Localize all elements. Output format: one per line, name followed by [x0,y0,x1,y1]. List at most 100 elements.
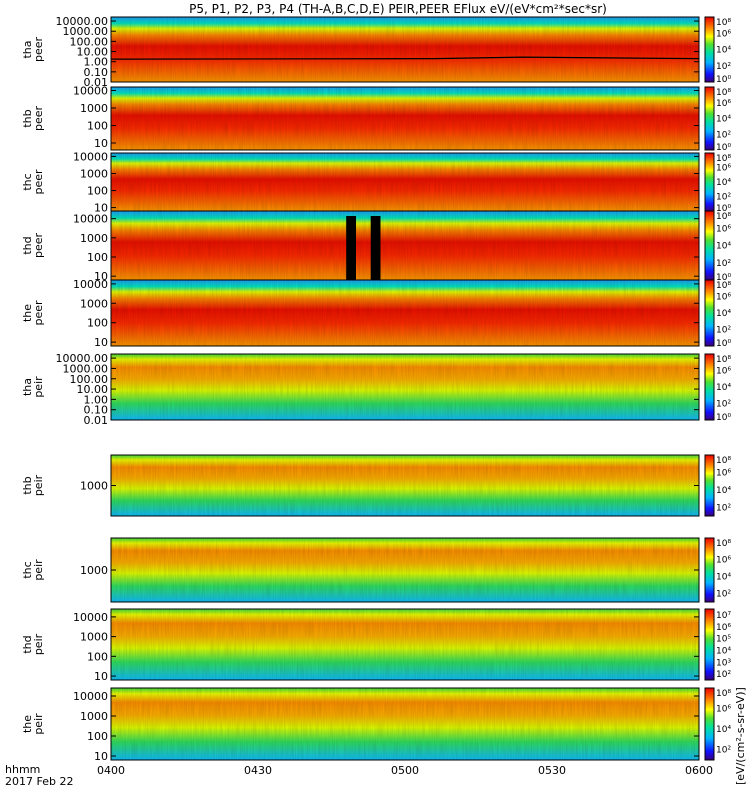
spectrogram-texture [111,280,699,346]
colorbar-tick-label: 10⁶ [716,224,731,234]
panel-species-label: peer [32,106,45,132]
y-tick-label: 1000.00 [63,362,109,375]
panel-species-label: peir [32,376,45,398]
y-tick-label: 1.00 [84,393,109,406]
colorbar-tick-label: 10⁶ [716,99,731,109]
colorbar [704,86,715,151]
y-tick-label: 10000.00 [56,15,109,28]
panel-species-label: peir [32,633,45,655]
colorbar-tick-label: 10⁸ [716,539,731,549]
colorbar-tick-label: 10⁸ [716,689,731,699]
colorbar-tick-label: 10⁶ [716,367,731,377]
colorbar-tick-label: 10⁶ [716,29,731,39]
panel-frame [110,86,700,151]
panel-species-label: peer [32,233,45,259]
colorbar-tick-label: 10⁸ [716,154,731,164]
colorbar-tick-label: 10⁰ [716,143,731,153]
colorbar-tick-label: 10⁵ [716,635,731,645]
colorbar-tick-label: 10⁴ [716,178,731,188]
panel-probe-label: thd [21,635,34,653]
colorbar-tick-label: 10⁰ [716,339,731,349]
panel-probe-label: the [21,715,34,733]
y-tick-label: 10 [94,137,108,150]
panels: 10000.001000.00100.0010.001.000.100.01th… [21,15,731,763]
colorbar-tick-label: 10⁰ [716,273,731,283]
colorbar [704,210,715,281]
y-tick-label: 1000 [80,102,108,115]
colorbar-tick-label: 10⁸ [716,88,731,98]
panel-frame [110,16,700,83]
colorbar-tick-label: 10⁰ [716,75,731,85]
colorbar-tick-label: 10⁶ [716,555,731,565]
y-tick-label: 10000 [73,278,108,291]
colorbar-tick-label: 10² [716,670,731,680]
y-tick-label: 100 [87,730,108,743]
colorbar [704,16,715,83]
x-tick-label: 0400 [97,764,125,777]
spectrogram-texture [111,153,699,211]
panel-species-label: peir [32,474,45,496]
colorbar-tick-label: 10⁸ [716,18,731,28]
y-tick-label: 1000 [80,631,108,644]
colorbar-tick-label: 10⁴ [716,486,731,496]
panel-species-label: peir [32,559,45,581]
colorbar [704,152,715,212]
y-tick-label: 100 [87,317,108,330]
data-gap [370,216,381,280]
potential-line [110,56,700,60]
panel-probe-label: the [21,304,34,322]
colorbar-tick-label: 10² [716,746,731,756]
panel-species-label: peer [32,300,45,326]
colorbar [704,454,715,517]
panel-frame [110,687,700,761]
colorbar-tick-label: 10⁴ [716,46,731,56]
spectrogram-texture [111,455,699,516]
panel-frame [110,279,700,347]
y-tick-label: 0.01 [84,414,109,427]
y-tick-label: 100 [87,120,108,133]
colorbar [704,537,715,603]
y-tick-label: 10000 [73,611,108,624]
panel-frame [110,608,700,681]
y-tick-label: 10 [94,270,108,283]
colorbar [704,353,715,421]
colorbar-tick-label: 10⁴ [716,646,731,656]
panel-probe-label: tha [21,378,34,396]
y-tick-label: 100 [87,650,108,663]
colorbar-tick-label: 10⁰ [716,204,731,214]
y-tick-label: 1000 [80,232,108,245]
colorbar-label: [eV/(cm²-s-sr-eV)] [734,687,747,785]
panel-species-label: peer [32,169,45,195]
colorbar-tick-label: 10⁷ [716,611,731,621]
colorbar-tick-label: 10³ [716,658,731,668]
y-tick-label: 1000 [80,480,108,493]
colorbar [704,608,715,681]
colorbar-tick-label: 10² [716,326,731,336]
panel-species-label: peer [32,37,45,63]
y-tick-label: 1000.00 [63,25,109,38]
y-tick-label: 1000 [80,710,108,723]
y-tick-label: 0.01 [84,76,109,89]
colorbar-tick-label: 10⁴ [716,115,731,125]
time-axis: hhmm 2017 Feb 22 0400 0430 0500 0530 0600 [5,763,713,788]
colorbar-tick-label: 10⁴ [716,725,731,735]
y-tick-label: 10000 [73,690,108,703]
colorbar-tick-label: 10⁶ [716,705,731,715]
y-tick-label: 0.10 [84,404,109,417]
spectrogram-texture [111,538,699,602]
x-tick-labels: 0400 0430 0500 0530 0600 [97,764,713,777]
y-tick-label: 100 [87,251,108,264]
y-tick-label: 100.00 [70,35,109,48]
colorbar-tick-label: 10⁸ [716,456,731,466]
colorbar-tick-label: 10² [716,400,731,410]
spectrogram-texture [111,17,699,82]
